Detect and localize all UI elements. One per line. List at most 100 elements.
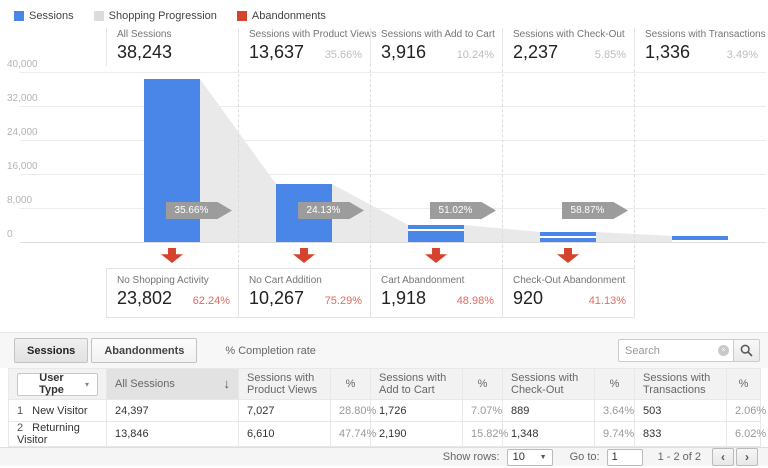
- gridline: [20, 72, 766, 73]
- next-page-button[interactable]: ›: [736, 448, 758, 466]
- shopping-progression-swatch-icon: [93, 10, 104, 21]
- show-rows-select[interactable]: 10 ▼: [506, 448, 553, 466]
- column-header-add-to-cart-pct[interactable]: %: [462, 368, 503, 400]
- search-button[interactable]: [733, 339, 760, 362]
- aband-value: 10,267: [249, 288, 305, 308]
- prev-page-button[interactable]: ‹: [712, 448, 734, 466]
- aband-percent: 62.24%: [192, 295, 230, 307]
- search-input[interactable]: [618, 339, 734, 362]
- show-rows-value: 10: [512, 451, 525, 463]
- aband-title: No Cart Addition: [249, 275, 322, 286]
- stage-title: Sessions with Add to Cart: [381, 29, 495, 40]
- abandonment-arrow-icon: [161, 248, 183, 263]
- gridline: [20, 174, 766, 175]
- aband-card-check-out-abandonment: Check-Out Abandonment 920 41.13%: [502, 269, 634, 317]
- row-index: 2: [17, 422, 24, 434]
- caret-down-icon: ▾: [84, 379, 89, 389]
- progression-arrow-badge: 58.87%: [562, 202, 628, 219]
- column-header-user-type: User Type ▾: [8, 368, 107, 400]
- aband-title: Check-Out Abandonment: [513, 275, 626, 286]
- column-header-add-to-cart[interactable]: Sessions with Add to Cart: [370, 368, 463, 400]
- stage-value: 2,237: [513, 42, 559, 62]
- stage-card-check-out: Sessions with Check-Out 2,237 5.85%: [502, 28, 634, 66]
- sessions-bar-4: [672, 236, 728, 242]
- column-header-check-out-pct[interactable]: %: [594, 368, 635, 400]
- row-user-type: 1 New Visitor: [8, 399, 107, 422]
- aband-value: 1,918: [381, 288, 427, 308]
- cell-check-out-pct: 9.74%: [594, 421, 635, 447]
- stage-card-product-views: Sessions with Product Views 13,637 35.66…: [238, 28, 377, 66]
- legend-item-sessions: Sessions: [14, 10, 74, 22]
- progression-arrow-badge: 35.66%: [166, 202, 232, 219]
- legend-label: Shopping Progression: [108, 9, 217, 22]
- stage-value: 1,336: [645, 42, 691, 62]
- progression-arrow-badge: 51.02%: [430, 202, 496, 219]
- column-header-transactions-pct[interactable]: %: [726, 368, 761, 400]
- column-separator: [502, 64, 503, 268]
- row-user-type-value: Returning Visitor: [17, 422, 80, 446]
- sort-descending-icon: ↓: [223, 376, 231, 391]
- tab-abandonments[interactable]: Abandonments: [91, 338, 198, 363]
- aband-percent: 75.29%: [324, 295, 362, 307]
- aband-title: No Shopping Activity: [117, 275, 209, 286]
- cell-product-views-pct: 28.80%: [330, 399, 376, 422]
- cell-all-sessions: 13,846: [106, 421, 239, 447]
- progression-arrow-badge: 24.13%: [298, 202, 364, 219]
- y-axis-label: 40,000: [7, 59, 38, 70]
- table-row: 1 New Visitor 24,397 7,027 28.80% 1,726 7…: [8, 399, 766, 422]
- completion-rate-label: % Completion rate: [225, 344, 316, 357]
- gridline: [20, 140, 766, 141]
- stage-percent: 35.66%: [324, 49, 362, 61]
- cell-transactions-pct: 6.02%: [726, 421, 766, 447]
- abandonment-panel: No Shopping Activity 23,802 62.24% No Ca…: [106, 268, 635, 318]
- cell-product-views: 6,610: [238, 421, 331, 447]
- column-header-product-views-pct[interactable]: %: [330, 368, 371, 400]
- column-header-product-views[interactable]: Sessions with Product Views: [238, 368, 331, 400]
- table-row: 2 Returning Visitor 13,846 6,610 47.74% 2…: [8, 421, 766, 447]
- cell-transactions: 833: [634, 421, 727, 447]
- bar-stripe: [408, 229, 464, 231]
- row-range-text: 1 - 2 of 2: [657, 451, 701, 463]
- table-search: ×: [618, 339, 760, 362]
- aband-percent: 48.98%: [456, 295, 494, 307]
- cell-add-to-cart: 1,726: [370, 399, 463, 422]
- tab-sessions[interactable]: Sessions: [14, 338, 89, 363]
- user-type-dimension-button[interactable]: User Type ▾: [17, 372, 98, 396]
- clear-search-icon[interactable]: ×: [718, 345, 729, 356]
- show-rows-label: Show rows:: [442, 451, 500, 463]
- row-user-type-value: New Visitor: [32, 404, 88, 417]
- cell-add-to-cart: 2,190: [370, 421, 463, 447]
- stage-card-add-to-cart: Sessions with Add to Cart 3,916 10.24%: [370, 28, 502, 66]
- goto-page-input[interactable]: [606, 448, 643, 466]
- column-header-transactions[interactable]: Sessions with Transactions: [634, 368, 727, 400]
- legend-item-shopping-progression: Shopping Progression: [93, 9, 217, 22]
- y-axis-label: 32,000: [7, 93, 38, 104]
- cell-check-out: 1,348: [502, 421, 595, 447]
- legend-label: Sessions: [29, 9, 74, 22]
- stage-value: 38,243: [117, 42, 173, 62]
- row-user-type: 2 Returning Visitor: [8, 421, 107, 447]
- aband-value: 920: [513, 288, 544, 308]
- cell-product-views-pct: 47.74%: [330, 421, 376, 447]
- column-header-check-out[interactable]: Sessions with Check-Out: [502, 368, 595, 400]
- stage-title: Sessions with Transactions: [645, 29, 766, 40]
- y-axis-label: 0: [7, 229, 13, 240]
- abandonment-arrow-icon: [425, 248, 447, 263]
- abandonment-arrow-icon: [293, 248, 315, 263]
- stage-card-all-sessions: All Sessions 38,243: [106, 28, 238, 66]
- gridline: [20, 208, 766, 209]
- table-header-row: User Type ▾ All Sessions ↓ Sessions with…: [8, 368, 761, 400]
- stage-value: 3,916: [381, 42, 427, 62]
- stage-card-transactions: Sessions with Transactions 1,336 3.49%: [634, 28, 766, 66]
- cell-product-views: 7,027: [238, 399, 331, 422]
- stage-title: Sessions with Check-Out: [513, 29, 625, 40]
- gridline: [20, 242, 766, 243]
- table-toolbar: Sessions Abandonments % Completion rate …: [0, 332, 768, 368]
- stage-value: 13,637: [249, 42, 305, 62]
- cell-all-sessions: 24,397: [106, 399, 239, 422]
- goto-label: Go to:: [569, 451, 600, 463]
- bar-stripe: [540, 236, 596, 238]
- cell-transactions-pct: 2.06%: [726, 399, 766, 422]
- cell-add-to-cart-pct: 15.82%: [462, 421, 508, 447]
- column-header-all-sessions[interactable]: All Sessions ↓: [106, 368, 239, 400]
